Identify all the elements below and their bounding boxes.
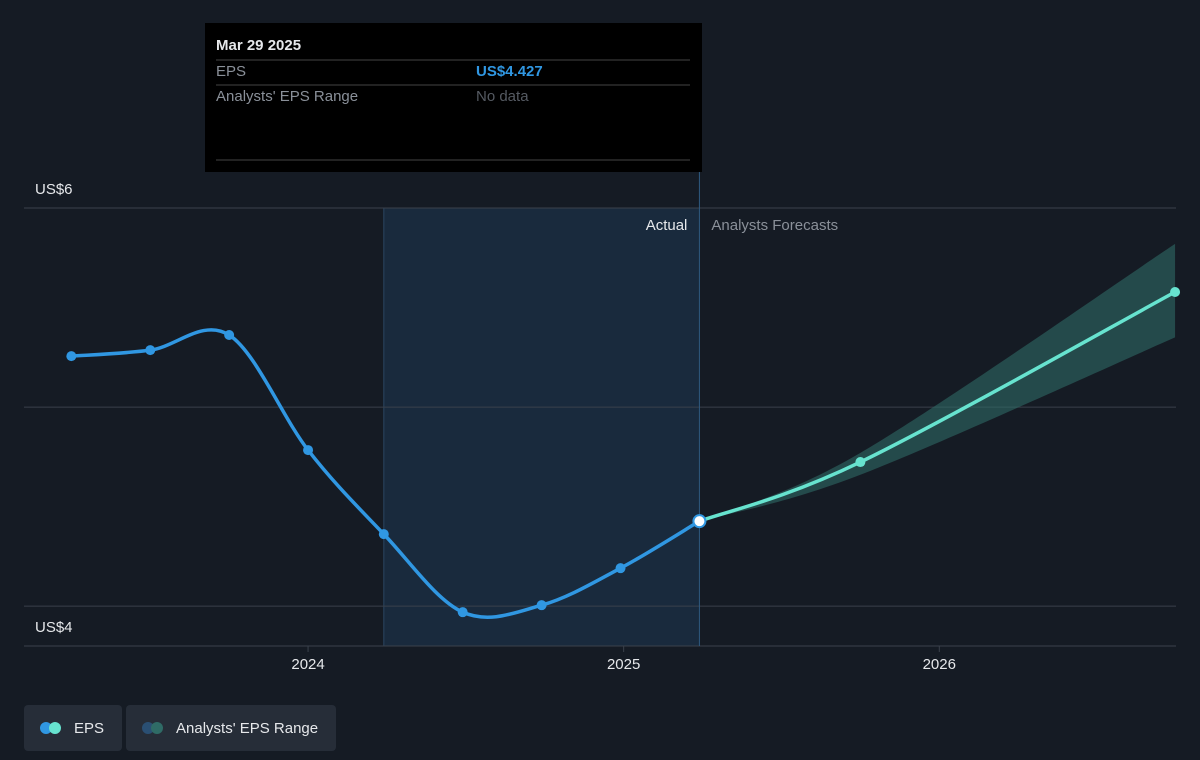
eps-point [66, 351, 77, 362]
legend-swatch [142, 722, 166, 734]
eps-point [303, 445, 314, 456]
tooltip-date: Mar 29 2025 [216, 37, 301, 54]
eps-point [692, 514, 707, 529]
legend-label: Analysts' EPS Range [176, 719, 319, 737]
actual-label: Actual [646, 217, 688, 234]
tooltip [205, 23, 702, 172]
x-tick-label: 2025 [607, 656, 640, 673]
chart: Mar 29 2025 EPS US$4.427 Analysts' EPS R… [24, 23, 1181, 673]
eps-point [615, 563, 626, 574]
tooltip-value: US$4.427 [476, 63, 543, 80]
x-tick-label: 2026 [923, 656, 956, 673]
legend-label: EPS [74, 719, 105, 737]
legend-swatch [40, 722, 64, 734]
eps-point [457, 607, 468, 618]
eps-point [855, 457, 866, 468]
eps-point [378, 529, 389, 540]
eps-point [145, 345, 156, 356]
eps-point [224, 330, 235, 341]
legend-range[interactable]: Analysts' EPS Range [126, 705, 337, 751]
eps-line-forecast [698, 290, 1176, 523]
x-tick-label: 2024 [291, 656, 324, 673]
range-band [699, 243, 1176, 522]
y-tick-label: US$4 [35, 619, 73, 636]
eps-point [1170, 287, 1181, 298]
forecast-label: Analysts Forecasts [711, 217, 838, 234]
highlight-region [383, 208, 700, 646]
eps-point [536, 600, 547, 611]
y-tick-label: US$6 [35, 181, 73, 198]
legend-eps[interactable]: EPS [24, 705, 123, 751]
tooltip-label: EPS [216, 63, 246, 80]
tooltip-label: Analysts' EPS Range [216, 88, 358, 105]
tooltip-value: No data [476, 88, 529, 105]
